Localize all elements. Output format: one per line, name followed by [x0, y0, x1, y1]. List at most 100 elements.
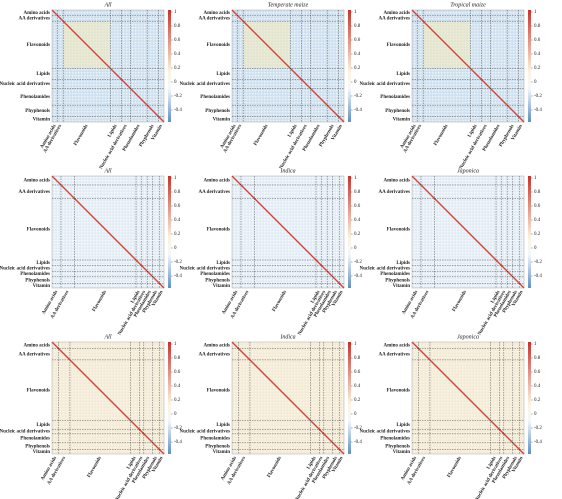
row-label: AA derivatives	[18, 352, 50, 357]
colorbar-tick-label: 1	[354, 342, 357, 347]
column-label: Lipids	[310, 290, 321, 304]
row-label: Amino acids	[23, 11, 50, 16]
colorbar-tick-label: 1	[174, 10, 177, 15]
colorbar-tick-label: 0.8	[534, 356, 541, 361]
colorbar	[168, 10, 171, 122]
colorbar-tick-label: 0.8	[174, 24, 181, 29]
colorbar-tick-label: 0.4	[534, 52, 541, 57]
colorbar	[528, 10, 531, 122]
colorbar-tick-label: 0.8	[354, 356, 361, 361]
row-label: Amino acids	[203, 179, 230, 184]
colorbar	[348, 10, 351, 122]
row-label: Lipids	[216, 261, 230, 266]
row-label: Phyphenols	[385, 444, 410, 449]
colorbar-tick-label: 0.6	[354, 38, 361, 43]
colorbar-tick-label: 0.2	[354, 398, 361, 403]
row-label: AA derivatives	[198, 17, 230, 22]
row-label: Flavonoids	[207, 227, 230, 232]
row-label: Vitamin	[33, 450, 51, 455]
row-label: Flavonoids	[27, 227, 50, 232]
row-label: Phenolamides	[380, 272, 410, 277]
colorbar-tick-label: 0.8	[534, 190, 541, 195]
diagonal	[411, 9, 525, 123]
colorbar-tick-label: 1	[174, 342, 177, 347]
row-label: Nucleic acid derivatives	[359, 430, 410, 435]
colorbar-tick-label: 0	[174, 80, 177, 85]
row-label: Nucleic acid derivatives	[0, 267, 50, 272]
row-label: Amino acids	[383, 179, 410, 184]
panel-title: Japonica	[457, 334, 479, 340]
colorbar-tick-label: 0.2	[354, 66, 361, 71]
row-label: Vitamin	[213, 450, 231, 455]
colorbar-tick-label: 0.2	[534, 398, 541, 403]
colorbar-tick-label: -0.2	[174, 94, 182, 99]
colorbar	[528, 342, 531, 454]
colorbar-tick-label: 0.8	[174, 356, 181, 361]
row-label: Lipids	[36, 261, 50, 266]
row-label: Phenolamides	[380, 95, 410, 100]
row-label: Phyphenols	[25, 109, 50, 114]
colorbar	[168, 342, 171, 454]
row-label: AA derivatives	[378, 17, 410, 22]
colorbar-tick-label: 0	[534, 412, 537, 417]
colorbar-tick-label: -0.2	[534, 260, 542, 265]
colorbar-tick-label: -0.2	[534, 426, 542, 431]
colorbar-tick-label: 0.8	[174, 190, 181, 195]
colorbar-tick-label: 0.4	[534, 218, 541, 223]
row-label: Phenolamides	[20, 272, 50, 277]
row-label: Vitamin	[33, 117, 51, 122]
column-label: Flavonoids	[87, 456, 103, 479]
row-label: AA derivatives	[198, 352, 230, 357]
colorbar-tick-label: 0.4	[354, 384, 361, 389]
colorbar-tick-label: -0.4	[534, 108, 542, 113]
row-label: Vitamin	[393, 284, 411, 289]
colorbar-tick-label: 0.4	[174, 52, 181, 57]
colorbar-tick-label: 0.2	[534, 66, 541, 71]
row-label: Phenolamides	[200, 436, 230, 441]
diagonal	[51, 9, 165, 123]
colorbar-tick-label: 0.6	[354, 370, 361, 375]
diagonal	[51, 175, 165, 289]
colorbar-tick-label: 0.2	[174, 66, 181, 71]
row-label: Phenolamides	[380, 436, 410, 441]
colorbar-tick-label: 0.6	[174, 38, 181, 43]
row-label: Nucleic acid derivatives	[179, 430, 230, 435]
colorbar-tick-label: 0.4	[534, 384, 541, 389]
colorbar-tick-label: 0.4	[354, 218, 361, 223]
row-label: Phyphenols	[205, 278, 230, 283]
colorbar-tick-label: 1	[174, 176, 177, 181]
colorbar-tick-label: -0.2	[354, 260, 362, 265]
colorbar	[168, 176, 171, 288]
diagonal	[411, 175, 525, 289]
colorbar-tick-label: -0.2	[174, 426, 182, 431]
colorbar-tick-label: 1	[354, 176, 357, 181]
colorbar	[348, 342, 351, 454]
row-label: Flavonoids	[387, 43, 410, 48]
row-label: AA derivatives	[378, 352, 410, 357]
colorbar-tick-label: 0.6	[534, 38, 541, 43]
colorbar-tick-label: -0.4	[174, 440, 182, 445]
column-label: Flavonoids	[272, 290, 288, 313]
row-label: Amino acids	[23, 179, 50, 184]
colorbar-tick-label: 0.4	[354, 52, 361, 57]
column-label: Lipids	[306, 456, 317, 470]
row-label: Nucleic acid derivatives	[359, 82, 410, 87]
column-label: Lipids	[107, 124, 118, 138]
colorbar-tick-label: 1	[534, 10, 537, 15]
colorbar-tick-label: 1	[354, 10, 357, 15]
column-label: Lipids	[130, 290, 141, 304]
row-label: Nucleic acid derivatives	[179, 82, 230, 87]
panel-title: Japonica	[457, 168, 479, 174]
column-label: Flavonoids	[267, 456, 283, 479]
column-label: Flavonoids	[92, 290, 108, 313]
row-label: Flavonoids	[387, 227, 410, 232]
colorbar-tick-label: 0	[534, 80, 537, 85]
row-label: Phyphenols	[25, 444, 50, 449]
panel-title: Temperate maize	[268, 2, 309, 8]
row-label: Amino acids	[383, 344, 410, 349]
row-label: Flavonoids	[27, 388, 50, 393]
row-label: Nucleic acid derivatives	[359, 267, 410, 272]
colorbar-tick-label: 0	[354, 412, 357, 417]
diagonal	[231, 9, 345, 123]
row-label: Vitamin	[213, 284, 231, 289]
